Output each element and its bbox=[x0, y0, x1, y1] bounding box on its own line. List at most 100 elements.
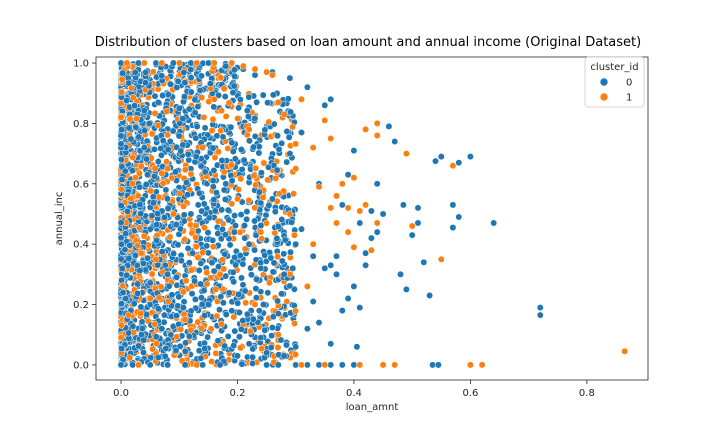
cluster-0-point bbox=[234, 299, 242, 307]
cluster-0-point bbox=[228, 177, 236, 185]
cluster-0-point bbox=[197, 162, 205, 170]
cluster-1-point bbox=[333, 192, 340, 200]
cluster-0-point bbox=[209, 177, 217, 185]
cluster-0-point bbox=[185, 259, 193, 267]
cluster-1-point bbox=[164, 131, 172, 139]
cluster-0-point bbox=[399, 201, 407, 209]
cluster-0-point bbox=[373, 228, 381, 236]
cluster-0-point bbox=[117, 156, 125, 164]
cluster-0-point bbox=[161, 261, 169, 269]
cluster-0-point bbox=[218, 157, 226, 164]
cluster-1-point bbox=[149, 68, 157, 76]
cluster-0-point bbox=[123, 271, 131, 279]
cluster-1-point bbox=[321, 116, 329, 124]
cluster-1-point bbox=[236, 228, 244, 236]
cluster-0-point bbox=[131, 68, 139, 76]
cluster-1-point bbox=[272, 174, 280, 182]
legend-label-1: 1 bbox=[626, 93, 632, 104]
cluster-0-point bbox=[164, 361, 172, 369]
cluster-0-point bbox=[230, 278, 238, 286]
cluster-0-point bbox=[286, 282, 294, 290]
cluster-0-point bbox=[239, 317, 247, 325]
cluster-0-point bbox=[119, 69, 127, 77]
cluster-0-point bbox=[261, 251, 269, 259]
cluster-0-point bbox=[278, 290, 285, 298]
cluster-0-point bbox=[269, 91, 277, 99]
cluster-0-point bbox=[224, 206, 232, 214]
cluster-1-point bbox=[408, 222, 416, 230]
cluster-0-point bbox=[127, 135, 135, 143]
cluster-0-point bbox=[192, 134, 200, 142]
cluster-0-point bbox=[135, 342, 142, 350]
cluster-1-point bbox=[166, 233, 174, 241]
cluster-1-point bbox=[194, 254, 202, 262]
cluster-0-point bbox=[117, 219, 125, 227]
cluster-1-point bbox=[210, 59, 218, 67]
cluster-0-point bbox=[185, 332, 193, 340]
x-tick-label: 0.0 bbox=[113, 388, 129, 399]
cluster-1-point bbox=[286, 210, 294, 218]
cluster-0-point bbox=[231, 155, 239, 163]
cluster-1-point bbox=[437, 255, 445, 263]
cluster-0-point bbox=[172, 346, 180, 354]
cluster-1-point bbox=[149, 345, 157, 353]
cluster-0-point bbox=[231, 66, 238, 74]
cluster-0-point bbox=[265, 201, 273, 209]
cluster-0-point bbox=[197, 354, 205, 362]
cluster-0-point bbox=[367, 234, 375, 242]
cluster-1-point bbox=[217, 127, 225, 135]
cluster-1-point bbox=[159, 179, 167, 187]
cluster-1-point bbox=[187, 170, 195, 178]
cluster-0-point bbox=[243, 215, 251, 223]
cluster-1-point bbox=[373, 132, 381, 139]
cluster-1-point bbox=[291, 320, 298, 327]
cluster-1-point bbox=[402, 150, 410, 158]
cluster-0-point bbox=[201, 312, 209, 320]
cluster-0-point bbox=[172, 168, 179, 176]
cluster-0-point bbox=[198, 300, 206, 308]
cluster-0-point bbox=[219, 133, 227, 141]
cluster-1-point bbox=[241, 245, 249, 253]
y-tick-label: 0.6 bbox=[73, 179, 89, 190]
cluster-0-point bbox=[168, 291, 176, 299]
cluster-0-point bbox=[261, 126, 269, 134]
cluster-0-point bbox=[255, 188, 263, 196]
cluster-0-point bbox=[145, 120, 153, 128]
cluster-0-point bbox=[259, 91, 267, 99]
cluster-1-point bbox=[118, 75, 126, 83]
cluster-0-point bbox=[162, 186, 170, 194]
cluster-1-point bbox=[219, 256, 227, 264]
cluster-0-point bbox=[117, 234, 125, 242]
cluster-0-point bbox=[124, 207, 131, 215]
cluster-1-point bbox=[192, 233, 200, 241]
cluster-1-point bbox=[127, 195, 135, 203]
cluster-0-point bbox=[119, 289, 127, 297]
cluster-1-point bbox=[218, 320, 225, 328]
cluster-0-point bbox=[244, 113, 252, 120]
cluster-0-point bbox=[239, 260, 247, 268]
cluster-0-point bbox=[263, 349, 271, 357]
cluster-0-point bbox=[273, 234, 281, 242]
cluster-0-point bbox=[275, 145, 283, 153]
cluster-0-point bbox=[237, 211, 245, 219]
cluster-0-point bbox=[209, 236, 217, 244]
cluster-0-point bbox=[118, 345, 126, 353]
cluster-0-point bbox=[268, 195, 276, 203]
cluster-0-point bbox=[373, 180, 381, 188]
cluster-0-point bbox=[353, 343, 361, 351]
cluster-1-point bbox=[132, 115, 140, 123]
cluster-1-point bbox=[214, 217, 222, 225]
cluster-1-point bbox=[268, 71, 276, 79]
cluster-1-point bbox=[252, 181, 259, 189]
cluster-0-point bbox=[327, 95, 335, 103]
cluster-0-point bbox=[239, 281, 247, 289]
cluster-0-point bbox=[344, 171, 352, 179]
cluster-0-point bbox=[117, 361, 125, 369]
cluster-0-point bbox=[420, 258, 428, 266]
cluster-0-point bbox=[408, 231, 416, 239]
cluster-0-point bbox=[218, 206, 226, 214]
cluster-0-point bbox=[283, 158, 291, 166]
cluster-0-point bbox=[449, 224, 457, 232]
cluster-0-point bbox=[327, 261, 335, 269]
cluster-1-point bbox=[228, 59, 236, 67]
